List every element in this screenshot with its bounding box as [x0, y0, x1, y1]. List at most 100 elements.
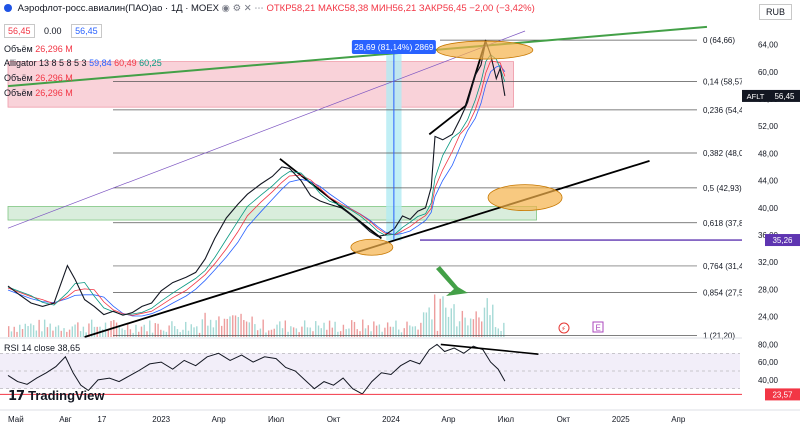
- volume-bar: [234, 315, 237, 337]
- sell-button[interactable]: 56,45: [4, 24, 35, 38]
- tradingview-logo[interactable]: 𝟭𝟳 TradingView: [8, 388, 105, 403]
- volume-bar: [411, 326, 414, 337]
- price-axis-tick: 28,00: [758, 285, 779, 294]
- volume-bar: [201, 319, 204, 337]
- volume-bar: [121, 328, 123, 337]
- volume-bar: [472, 319, 475, 337]
- volume-bar: [287, 331, 289, 337]
- earnings-event-glyph: E: [596, 324, 601, 333]
- alligator-indicator[interactable]: Alligator 13 8 5 8 5 3 59,84 60,49 60,25: [4, 58, 162, 68]
- volume-bar: [157, 323, 159, 337]
- chart-header: Аэрофлот-росс.авиалин(ПАО)ао · 1Д · MOEX…: [4, 3, 535, 14]
- volume-bar: [334, 321, 336, 337]
- volume-bar: [71, 326, 74, 337]
- volume-bar: [66, 331, 68, 337]
- volume-bar: [248, 322, 251, 337]
- volume-bar: [386, 322, 389, 337]
- volume-bar: [378, 324, 381, 337]
- fib-level-label: 0,5 (42,93): [703, 184, 742, 193]
- volume-bar: [8, 326, 10, 337]
- gear-icon[interactable]: ⚙: [232, 3, 244, 14]
- volume-bar: [204, 312, 206, 337]
- volume-bar: [262, 319, 264, 337]
- currency-selector[interactable]: RUB: [758, 4, 792, 20]
- eye-icon[interactable]: ◉: [221, 3, 233, 14]
- volume-bar: [497, 328, 500, 337]
- volume-bar: [245, 321, 248, 337]
- rsi-band: [0, 353, 740, 389]
- volume-bar: [420, 322, 422, 337]
- volume-bar: [353, 321, 356, 337]
- volume-bar: [348, 328, 350, 337]
- time-axis-tick: Апр: [441, 415, 456, 424]
- volume-bar: [312, 331, 314, 337]
- close-icon[interactable]: ✕: [243, 3, 255, 14]
- volume-bar: [447, 316, 450, 337]
- symbol-tag-box: [742, 89, 769, 102]
- volume-bar: [13, 326, 15, 337]
- volume-bar: [453, 304, 455, 337]
- volume-bar: [281, 328, 284, 337]
- symbol-title[interactable]: Аэрофлот-росс.авиалин(ПАО)ао · 1Д · MOEX: [17, 3, 219, 14]
- volume-bar: [129, 329, 132, 337]
- volume-indicator-1[interactable]: Объём 26,296 M: [4, 44, 73, 54]
- volume-bar: [46, 327, 49, 337]
- volume-bar: [77, 322, 79, 337]
- volume-bar: [301, 326, 303, 337]
- volume-bar: [389, 326, 392, 337]
- symbol-logo-icon: [4, 4, 12, 12]
- time-axis-tick: Окт: [557, 415, 571, 424]
- volume-bar: [461, 310, 464, 337]
- volume-bar: [356, 329, 358, 337]
- time-axis-tick: 17: [97, 415, 106, 424]
- volume-bar: [414, 326, 417, 337]
- buy-button[interactable]: 56,45: [71, 24, 102, 38]
- volume-bar: [118, 325, 121, 337]
- volume-bar: [337, 331, 339, 337]
- rsi-indicator-legend[interactable]: RSI 14 close 38,65: [4, 343, 81, 353]
- price-line: [7, 39, 506, 316]
- volume-bar: [486, 298, 488, 337]
- support-label-box: [765, 234, 800, 247]
- volume-bar: [115, 322, 118, 337]
- volume-indicator-2[interactable]: Объём 26,296 M: [4, 73, 73, 83]
- volume-bar: [403, 328, 405, 337]
- rsi-axis-tick: 80,00: [758, 340, 779, 349]
- volume-bar: [74, 324, 76, 337]
- volume-bar: [292, 327, 295, 337]
- alligator-jaw-line: [7, 65, 506, 317]
- more-icon[interactable]: ⋯: [254, 3, 267, 14]
- volume-bar: [176, 329, 179, 337]
- volume-bar: [43, 319, 46, 337]
- volume-bar: [279, 321, 281, 337]
- volume-indicator-3[interactable]: Объём 26,296 M: [4, 88, 73, 98]
- tradingview-logo-icon: 𝟭𝟳: [8, 388, 25, 403]
- volume-bar: [102, 329, 104, 337]
- volume-bar: [68, 329, 71, 337]
- volume-bar: [342, 324, 345, 337]
- volume-bar: [254, 324, 256, 337]
- fibonacci-levels: 0 (64,66) 0,14 (58,57) 0,236 (54,40) 0,382 …: [113, 36, 751, 341]
- fib-level-label: 0,618 (37,80): [703, 219, 751, 228]
- price-axis-tick: 60,00: [758, 68, 779, 77]
- volume-bar: [126, 323, 129, 337]
- volume-bar: [135, 324, 137, 337]
- volume-bar: [140, 326, 143, 337]
- volume-bar: [395, 320, 397, 337]
- volume-bar: [60, 330, 62, 337]
- volume-bar: [88, 323, 90, 337]
- volume-bar: [503, 322, 505, 337]
- volume-bar: [21, 329, 24, 337]
- volume-bar: [154, 323, 157, 337]
- volume-bar: [298, 332, 300, 337]
- price-axis-tick: 40,00: [758, 204, 779, 213]
- volume-bar: [151, 332, 154, 337]
- volume-bar: [19, 324, 21, 337]
- fib-level-label: 0,854 (27,54): [703, 289, 751, 298]
- volume-bars: [8, 294, 505, 337]
- volume-bar: [52, 330, 54, 337]
- volume-bar: [367, 325, 369, 337]
- earnings-event-icon: [592, 321, 604, 333]
